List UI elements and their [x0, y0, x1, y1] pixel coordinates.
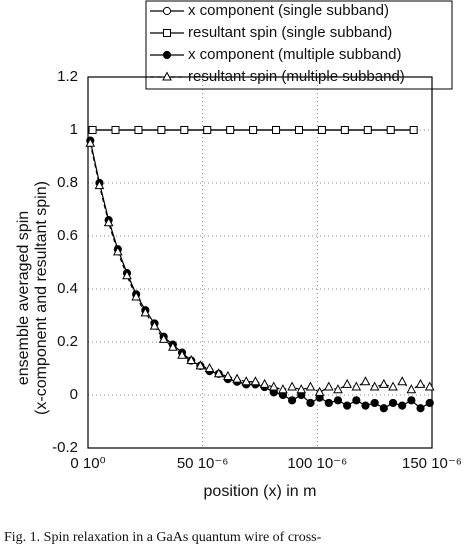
legend-label: resultant spin (single subband): [188, 24, 392, 41]
marker: [111, 126, 120, 134]
y-axis-label: ensemble averaged spin: [15, 211, 32, 385]
marker: [163, 29, 171, 37]
marker: [203, 126, 212, 134]
y-tick-label: 0.6: [57, 227, 78, 244]
marker: [398, 401, 407, 410]
x-axis-label: position (x) in m: [204, 483, 317, 500]
marker: [352, 396, 361, 405]
marker: [333, 396, 343, 405]
marker: [415, 378, 426, 388]
marker: [149, 320, 160, 330]
x-tick-label: 100 10⁻⁶: [287, 455, 347, 472]
marker: [340, 126, 349, 134]
marker: [204, 362, 215, 372]
x-tick-label: 0 10⁰: [70, 455, 105, 472]
plot-frame: [87, 76, 433, 449]
marker: [388, 381, 398, 391]
marker: [296, 384, 307, 394]
marker: [162, 71, 172, 81]
marker: [186, 354, 197, 365]
marker: [250, 376, 261, 386]
marker: [369, 381, 380, 391]
marker: [232, 373, 242, 383]
caption: Fig. 1. Spin relaxation in a GaAs quantu…: [4, 530, 322, 545]
marker: [323, 381, 334, 391]
marker: [370, 398, 379, 408]
y-tick-label: 0.4: [57, 280, 78, 297]
marker: [195, 360, 206, 370]
x-tick-label: 50 10⁻⁶: [177, 455, 229, 472]
marker: [272, 126, 281, 134]
marker: [157, 126, 166, 134]
marker: [343, 401, 352, 410]
marker: [112, 246, 123, 256]
marker: [134, 126, 143, 134]
legend-label: resultant spin (multiple subband): [188, 68, 405, 85]
marker: [103, 217, 114, 227]
marker: [226, 126, 235, 134]
marker: [333, 384, 343, 394]
marker: [180, 126, 189, 134]
marker: [317, 126, 326, 134]
x-tick-label: 150 10⁻⁶: [402, 455, 462, 472]
marker: [363, 126, 372, 134]
marker: [223, 370, 233, 380]
legend-frame: [145, 0, 453, 90]
marker: [85, 137, 96, 147]
marker: [249, 126, 258, 134]
marker: [379, 378, 389, 388]
y-tick-label: 0.8: [57, 174, 78, 191]
y-tick-label: -0.2: [52, 439, 78, 456]
marker: [351, 381, 362, 391]
marker: [305, 381, 316, 391]
marker: [409, 126, 418, 134]
marker: [278, 384, 288, 394]
marker: [416, 404, 425, 413]
marker: [361, 401, 370, 410]
marker: [122, 270, 132, 280]
marker: [259, 378, 270, 388]
marker: [158, 333, 169, 343]
marker: [94, 180, 105, 190]
marker: [162, 50, 172, 60]
y-tick-label: 0: [70, 386, 78, 403]
marker: [342, 378, 352, 388]
legend-label: x component (single subband): [188, 2, 389, 19]
y-tick-label: 0.2: [57, 333, 78, 350]
marker: [131, 291, 141, 301]
marker: [386, 126, 395, 134]
marker: [177, 349, 187, 359]
marker: [287, 381, 297, 391]
marker: [324, 398, 333, 408]
marker: [162, 6, 172, 16]
marker: [88, 126, 97, 134]
marker: [268, 381, 279, 391]
marker: [425, 398, 434, 408]
y-tick-label: 1.2: [57, 68, 78, 85]
marker: [306, 398, 315, 408]
marker: [424, 381, 435, 391]
y-tick-label: 1: [70, 121, 78, 138]
marker: [288, 396, 297, 405]
marker: [407, 396, 416, 405]
y-axis-label: (x-component and resultant spin): [33, 181, 50, 415]
marker: [388, 398, 398, 408]
marker: [314, 386, 325, 396]
marker: [213, 368, 224, 378]
marker: [360, 376, 371, 386]
marker: [140, 307, 151, 317]
marker: [241, 376, 252, 386]
marker: [168, 341, 178, 351]
marker: [379, 404, 388, 413]
legend-label: x component (multiple subband): [188, 46, 401, 63]
marker: [294, 126, 303, 134]
marker: [397, 376, 408, 386]
marker: [406, 384, 417, 394]
